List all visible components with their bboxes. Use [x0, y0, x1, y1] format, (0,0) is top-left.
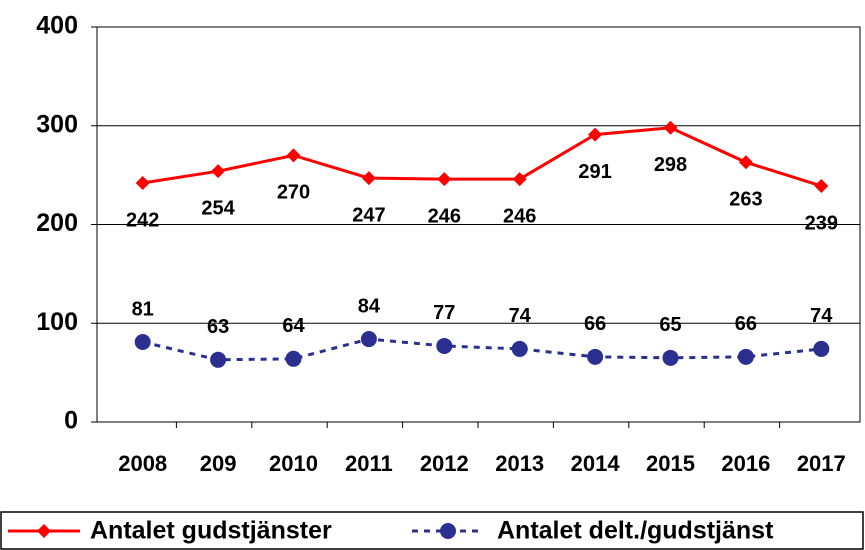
marker: [662, 349, 679, 366]
data-label: 63: [207, 316, 229, 338]
data-label: 74: [509, 305, 532, 327]
legend-label: Antalet gudstjänster: [90, 517, 332, 545]
marker: [360, 331, 377, 348]
marker: [663, 120, 678, 135]
marker: [738, 155, 753, 170]
y-tick-label: 300: [36, 110, 78, 138]
data-label: 270: [277, 182, 310, 204]
marker: [737, 348, 754, 365]
legend-label: Antalet delt./gudstjänst: [497, 517, 774, 545]
x-tick-label: 2016: [721, 451, 770, 476]
legend-marker: [440, 523, 456, 539]
series-line: [142, 126, 822, 188]
marker: [361, 171, 376, 186]
marker: [511, 340, 528, 357]
marker: [135, 176, 150, 191]
data-label: 239: [805, 212, 838, 234]
series-line: [142, 337, 822, 362]
x-tick-label: 2014: [571, 451, 621, 476]
data-label: 298: [654, 154, 687, 176]
x-tick-label: 2017: [797, 451, 846, 476]
data-label: 64: [282, 315, 305, 337]
y-tick-label: 100: [36, 308, 78, 336]
data-label: 246: [503, 205, 536, 227]
data-label: 77: [433, 302, 455, 324]
marker: [285, 350, 302, 367]
data-label: 247: [352, 204, 385, 226]
y-tick-label: 200: [36, 209, 78, 237]
data-label: 291: [578, 161, 611, 183]
data-label: 254: [201, 197, 235, 219]
data-label: 84: [358, 295, 381, 317]
x-tick-label: 2011: [345, 451, 393, 476]
marker: [512, 172, 527, 187]
marker: [210, 351, 227, 368]
marker: [211, 164, 226, 179]
x-tick-label: 209: [200, 451, 237, 476]
data-label: 74: [810, 305, 833, 327]
data-label: 263: [729, 189, 762, 211]
x-tick-label: 2013: [495, 451, 544, 476]
marker: [437, 172, 452, 187]
data-label: 65: [659, 314, 681, 336]
legend-box: [0, 511, 864, 550]
marker: [587, 348, 604, 365]
marker: [286, 148, 301, 163]
marker: [588, 127, 603, 142]
x-tick-label: 2010: [269, 451, 318, 476]
marker: [813, 340, 830, 357]
x-tick-label: 2008: [118, 451, 167, 476]
marker: [134, 334, 151, 351]
marker: [814, 178, 829, 193]
data-label: 246: [428, 205, 461, 227]
x-tick-label: 2015: [646, 451, 695, 476]
data-label: 66: [584, 313, 606, 335]
x-tick-label: 2012: [420, 451, 469, 476]
y-tick-label: 400: [36, 12, 78, 40]
data-label: 66: [735, 313, 757, 335]
data-label: 242: [126, 209, 159, 231]
marker: [436, 337, 453, 354]
legend-marker: [37, 524, 51, 538]
data-label: 81: [132, 298, 154, 320]
y-tick-label: 0: [64, 407, 78, 435]
